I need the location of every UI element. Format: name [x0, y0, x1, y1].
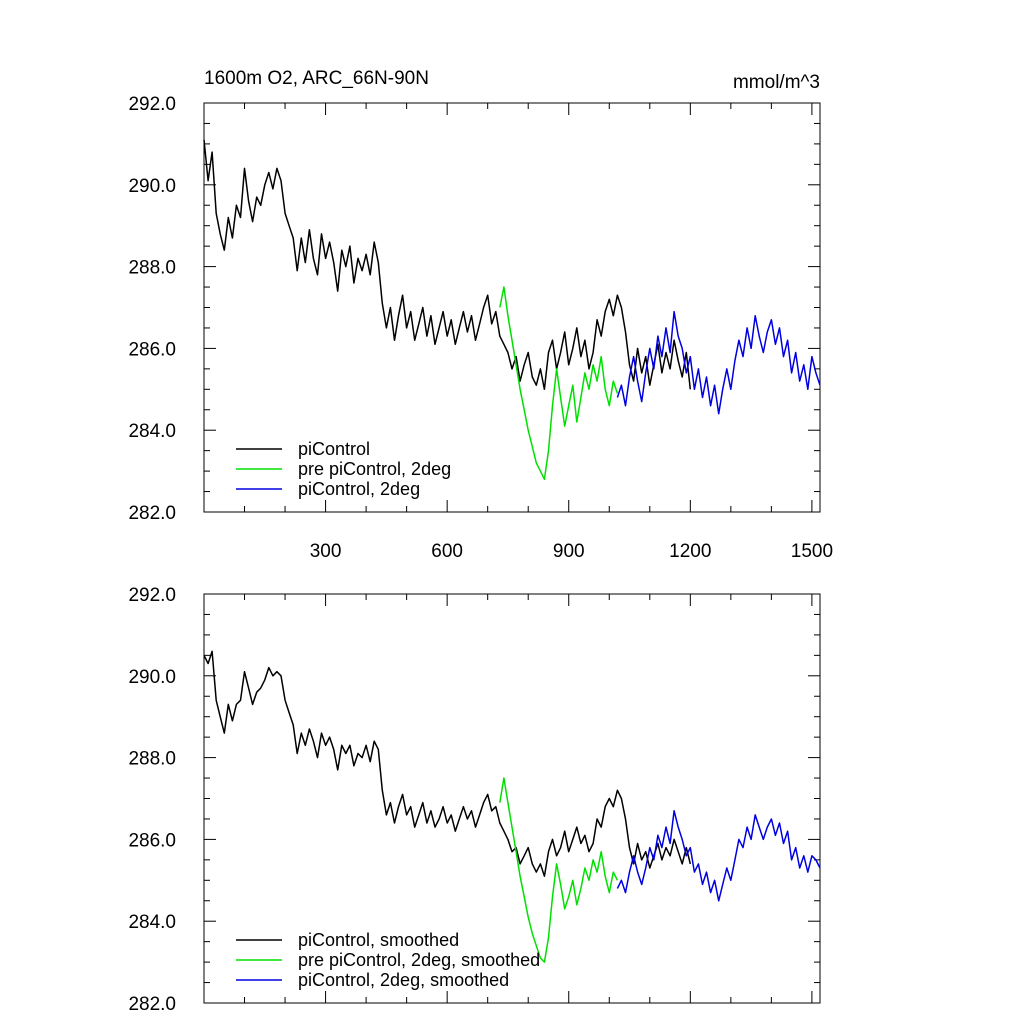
legend-label: pre piControl, 2deg, smoothed: [298, 950, 540, 970]
series-line: [203, 139, 692, 391]
series-line: [616, 810, 821, 902]
y-tick-label: 290.0: [128, 667, 176, 688]
panel-title: 1600m O2, ARC_66N-90N: [204, 68, 429, 89]
y-tick-label: 292.0: [128, 585, 176, 606]
series-line: [203, 650, 692, 877]
units-label: mmol/m^3: [733, 72, 820, 93]
y-tick-label: 282.0: [128, 994, 176, 1015]
x-tick-label: 1200: [669, 541, 711, 562]
legend-label: piControl: [298, 439, 370, 459]
y-tick-label: 286.0: [128, 339, 176, 360]
x-tick-label: 900: [553, 541, 585, 562]
y-tick-label: 292.0: [128, 94, 176, 115]
legend-label: piControl, smoothed: [298, 930, 459, 950]
series-line: [499, 777, 619, 963]
x-tick-label: 300: [310, 541, 342, 562]
y-tick-label: 282.0: [128, 503, 176, 524]
series-line: [616, 310, 821, 415]
series-line: [499, 286, 619, 481]
y-tick-label: 286.0: [128, 830, 176, 851]
y-tick-label: 288.0: [128, 749, 176, 770]
legend-label: piControl, 2deg, smoothed: [298, 970, 509, 990]
legend-label: piControl, 2deg: [298, 479, 420, 499]
x-tick-label: 1500: [791, 541, 833, 562]
y-tick-label: 288.0: [128, 258, 176, 279]
y-tick-label: 290.0: [128, 176, 176, 197]
plot-frame: [203, 593, 821, 1004]
top-panel: 1600m O2, ARC_66N-90N mmol/m^3 282.0 284.…: [128, 68, 833, 562]
plot-frame: [203, 102, 821, 513]
y-tick-label: 284.0: [128, 912, 176, 933]
y-tick-label: 284.0: [128, 421, 176, 442]
bottom-panel: 282.0 284.0 286.0 288.0 290.0 292.0 piControl,…: [128, 585, 821, 1015]
x-tick-label: 600: [431, 541, 463, 562]
legend-label: pre piControl, 2deg: [298, 459, 451, 479]
